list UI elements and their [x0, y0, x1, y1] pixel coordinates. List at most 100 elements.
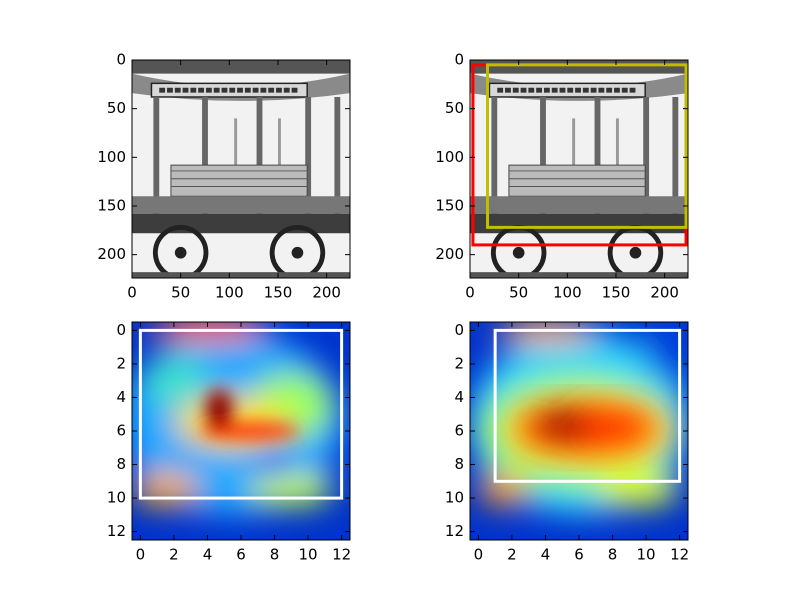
y-tick-label: 150: [97, 196, 126, 214]
post: [334, 96, 341, 224]
post-back: [277, 118, 281, 177]
hub: [629, 246, 642, 259]
x-tick-label: 100: [215, 284, 244, 302]
bounding-box: [493, 328, 682, 483]
heat-core: [199, 389, 300, 440]
heat-blob: [478, 472, 529, 507]
hub: [512, 246, 525, 259]
heat-blob: [495, 322, 596, 343]
post-back: [234, 118, 238, 177]
y-tick-label: 0: [454, 51, 464, 69]
x-tick-label: 12: [332, 546, 351, 564]
heat-blob: [537, 407, 588, 442]
y-tick-label: 100: [97, 148, 126, 166]
x-tick-label: 0: [127, 284, 137, 302]
x-tick-label: 0: [136, 546, 146, 564]
x-tick-label: 8: [608, 546, 618, 564]
roof: [132, 60, 350, 74]
x-tick-label: 6: [236, 546, 246, 564]
heat-blob: [249, 472, 334, 507]
hub: [291, 246, 304, 259]
heat-blob: [173, 397, 292, 448]
heat-core: [520, 405, 655, 450]
x-tick-label: 150: [602, 284, 631, 302]
y-tick-label: 8: [454, 455, 464, 473]
x-tick-label: 10: [299, 546, 318, 564]
x-tick-label: 50: [509, 284, 528, 302]
image: [132, 60, 350, 278]
roof: [470, 60, 688, 74]
x-tick-label: 0: [474, 546, 484, 564]
rail: [132, 272, 350, 278]
x-tick-label: 200: [650, 284, 679, 302]
bench: [170, 164, 308, 197]
x-tick-label: 4: [541, 546, 551, 564]
x-tick-label: 0: [465, 284, 475, 302]
floor: [470, 196, 688, 214]
x-tick-label: 50: [171, 284, 190, 302]
post: [540, 96, 546, 224]
heat-blob: [132, 472, 200, 507]
post: [672, 96, 679, 224]
y-tick-label: 2: [454, 354, 464, 372]
axes-frame: [469, 59, 689, 279]
x-tick-label: 200: [312, 284, 341, 302]
post: [491, 96, 498, 224]
y-tick-label: 50: [107, 99, 126, 117]
post: [153, 96, 160, 224]
y-tick-label: 50: [445, 99, 464, 117]
x-tick-label: 4: [203, 546, 213, 564]
heat-blob: [646, 322, 688, 381]
x-tick-label: 2: [507, 546, 517, 564]
y-tick-label: 150: [435, 196, 464, 214]
post-back: [572, 118, 576, 177]
post: [594, 96, 601, 224]
heat-blob: [205, 389, 233, 430]
y-tick-label: 6: [454, 422, 464, 440]
bounding-box: [138, 328, 344, 500]
x-tick-label: 8: [270, 546, 280, 564]
y-tick-label: 10: [445, 489, 464, 507]
y-tick-label: 12: [107, 522, 126, 540]
bounding-box: [486, 63, 688, 229]
y-tick-label: 200: [97, 245, 126, 263]
floor: [132, 196, 350, 214]
heat-blob: [254, 451, 295, 478]
hub: [174, 246, 187, 259]
post: [305, 96, 312, 224]
heat-blob: [595, 472, 680, 507]
heat-blob: [140, 355, 208, 406]
y-tick-label: 10: [107, 489, 126, 507]
panel: [470, 322, 688, 540]
x-tick-label: 150: [264, 284, 293, 302]
post: [202, 96, 208, 224]
heat-blob: [148, 322, 267, 341]
panel: [132, 60, 350, 278]
sign: [488, 82, 646, 98]
x-tick-label: 100: [553, 284, 582, 302]
x-tick-label: 12: [670, 546, 689, 564]
y-tick-label: 4: [454, 388, 464, 406]
heatmap: [132, 322, 350, 540]
y-tick-label: 0: [454, 321, 464, 339]
y-tick-label: 6: [116, 422, 126, 440]
bench: [508, 164, 646, 197]
x-tick-label: 2: [169, 546, 179, 564]
y-tick-label: 0: [116, 51, 126, 69]
post: [256, 96, 263, 224]
y-tick-label: 100: [435, 148, 464, 166]
x-tick-label: 6: [574, 546, 584, 564]
y-tick-label: 0: [116, 321, 126, 339]
y-tick-label: 2: [116, 354, 126, 372]
rail: [470, 272, 688, 278]
y-tick-label: 8: [116, 455, 126, 473]
panel: [132, 322, 350, 540]
axes-frame: [131, 59, 351, 279]
post-back: [615, 118, 619, 177]
x-tick-label: 10: [637, 546, 656, 564]
post: [643, 96, 650, 224]
y-tick-label: 200: [435, 245, 464, 263]
y-tick-label: 12: [445, 522, 464, 540]
